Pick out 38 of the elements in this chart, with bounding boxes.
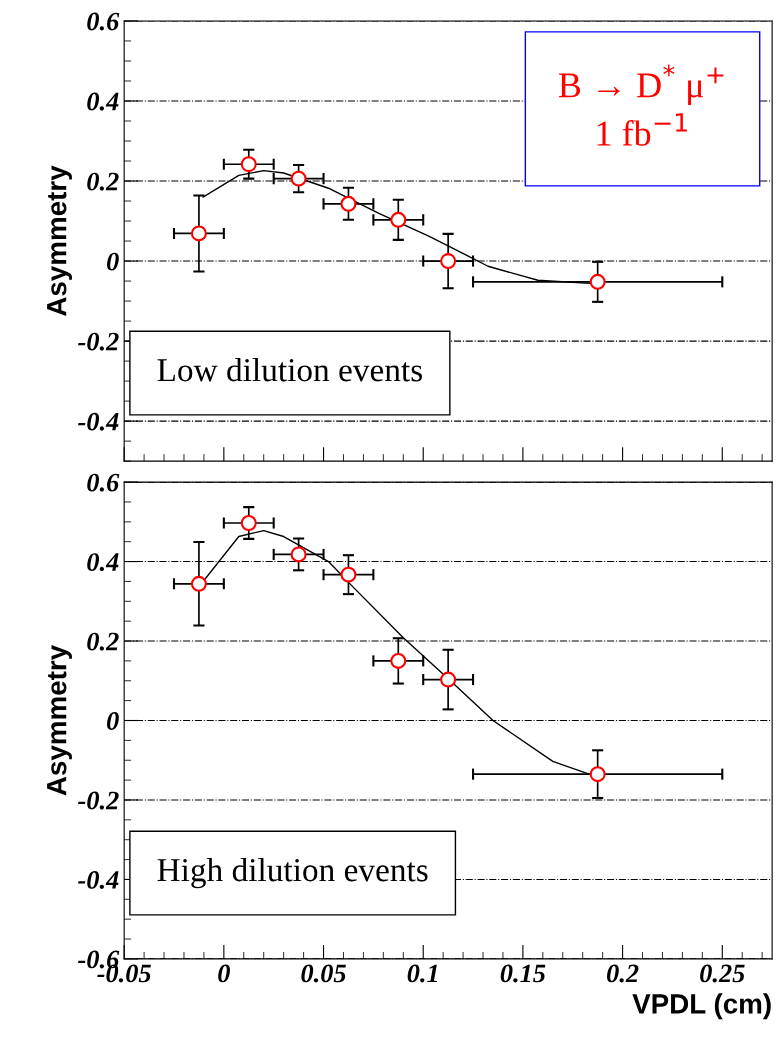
y-tick-label: -0.4 (78, 412, 119, 431)
x-tick-label: 0.25 (700, 964, 745, 983)
y-tick-label: -0.4 (78, 871, 119, 889)
y-tick-label: 0.2 (87, 172, 119, 191)
point (240, 515, 257, 531)
point (190, 575, 207, 592)
x-tick-label: 0.2 (607, 964, 639, 983)
x-tick-label: 0.15 (500, 964, 546, 983)
y-tick-label: 0.6 (87, 473, 120, 492)
annotation: Low dilution events (157, 357, 422, 382)
y-tick-label: 0 (107, 712, 119, 730)
x-axis-title: VPDL (cm) (632, 993, 771, 1020)
y-axis-title: Asymmetry (47, 165, 72, 317)
point (589, 273, 606, 290)
point (340, 566, 357, 583)
y-tick-label: -0.2 (78, 791, 119, 810)
point (440, 253, 457, 270)
annotation: High dilution events (157, 857, 428, 889)
x-tick-label: 0.1 (407, 964, 438, 983)
y-axis-title: Asymmetry (47, 644, 72, 796)
y-tick-label: 0.2 (87, 632, 119, 651)
point (240, 156, 257, 173)
y-tick-label: -0.2 (78, 332, 119, 351)
x-tick-label: 0.05 (301, 964, 346, 983)
point (390, 211, 407, 228)
y-tick-label: 0 (107, 252, 119, 271)
text: B → D$^{*}$ μ$^{+}$ 1 fb$^{−1}$ (558, 64, 724, 146)
point (589, 766, 606, 783)
y-tick-label: 0.4 (87, 92, 119, 111)
y-tick-label: 0.4 (87, 553, 119, 572)
point (290, 170, 307, 187)
point (290, 546, 307, 563)
x-tick-label: 0 (218, 964, 230, 983)
y-tick-label: 0.6 (87, 12, 120, 31)
point (440, 671, 457, 688)
point (340, 195, 357, 212)
point (390, 652, 407, 669)
point (190, 225, 207, 242)
